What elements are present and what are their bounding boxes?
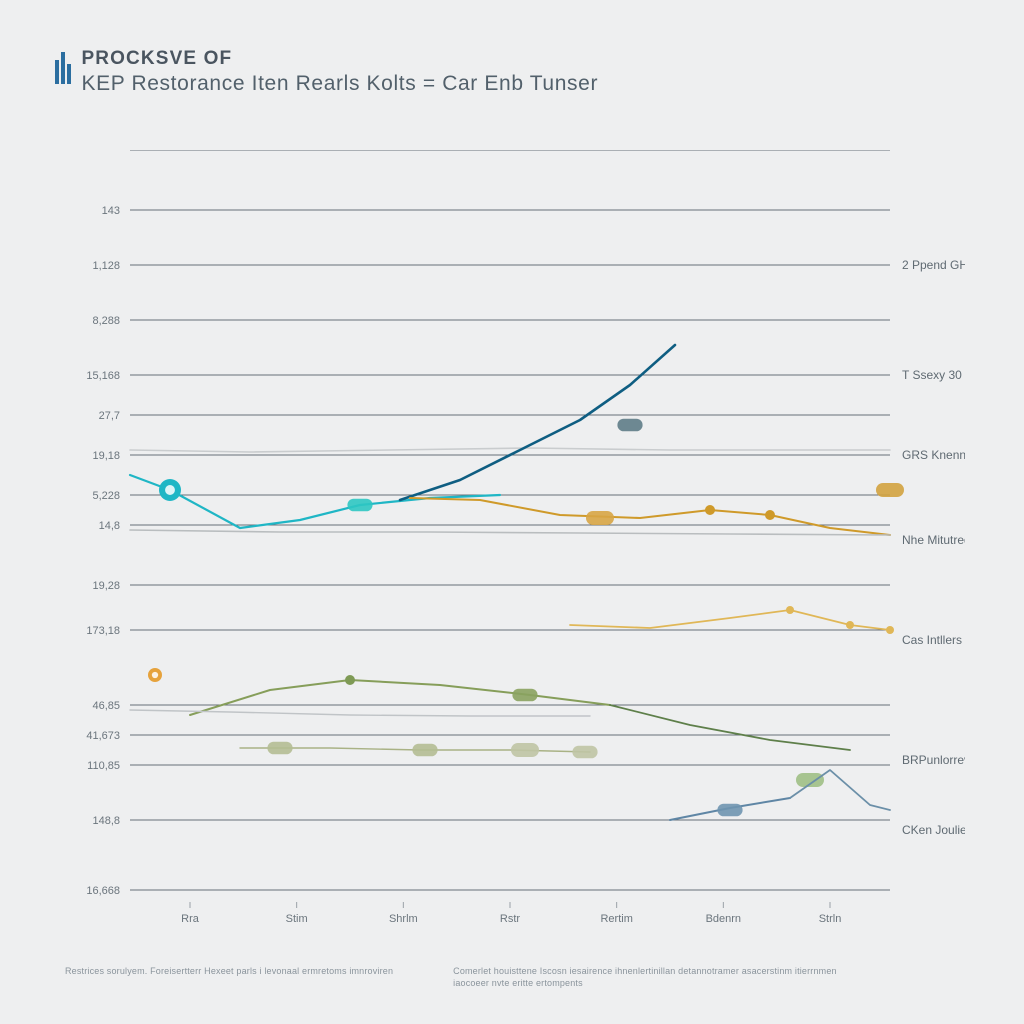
chart-title-block: PROCKSVE OF KEP Restorance Iten Rearls K… [55, 48, 598, 96]
series-line-mid-grey-band [130, 530, 890, 535]
marker-pill [586, 511, 614, 525]
series-line-light-grey-upper [130, 448, 890, 452]
x-tick-label: Rertim [600, 913, 632, 925]
marker-dot [765, 510, 775, 520]
y-tick-label: 16,668 [86, 885, 120, 897]
marker-pill [267, 742, 292, 755]
chart-title-line1: PROCKSVE OF [81, 48, 598, 70]
title-logo-icon [55, 50, 71, 89]
marker-pill [876, 483, 904, 497]
marker-pill [412, 744, 437, 757]
marker-dot [846, 621, 854, 629]
y-tick-label: 41,673 [86, 730, 120, 742]
y-tick-label: 14,8 [99, 520, 120, 532]
footnotes: Restrices sorulyem. Foreisertterr Hexeet… [65, 965, 965, 989]
line-chart: 143 1,128 8,288 15,168 27,7 19,18 5,228 14,8 19,… [60, 150, 965, 940]
y-tick-label: 19,18 [92, 450, 120, 462]
x-tick-label: Rra [181, 913, 200, 925]
marker-dot [886, 626, 894, 634]
series-line-olive-green [190, 680, 610, 715]
series-label: Cas Intllers [902, 633, 962, 647]
x-tick-label: Strln [819, 913, 842, 925]
series-line-gold-main [410, 498, 890, 535]
footnote-left: Restrices sorulyem. Foreisertterr Hexeet… [65, 965, 393, 989]
marker-pill [617, 419, 642, 432]
marker-pill [347, 499, 372, 512]
y-tick-label: 15,168 [86, 370, 120, 382]
y-tick-label: 8,288 [92, 315, 120, 327]
series-label: Nhe Mitutred [902, 533, 965, 547]
chart-title-line2: KEP Restorance Iten Rearls Kolts = Car E… [81, 72, 598, 96]
y-tick-label: 173,18 [86, 625, 120, 637]
y-tick-label: 1,128 [92, 260, 120, 272]
series-label: BRPunlorrevnron [902, 753, 965, 767]
x-tick-label: Bdenrn [706, 913, 741, 925]
marker-pill [572, 746, 597, 759]
series-line-gold-lower [570, 610, 890, 630]
marker-dot-inner [165, 485, 175, 495]
marker-dot [786, 606, 794, 614]
series-label: CKen Joulien Innern [902, 823, 965, 837]
series-label: GRS Knenna H1 [902, 448, 965, 462]
footnote-right: Comerlet houisttene Iscosn iesairence ih… [453, 965, 873, 989]
marker-pill [512, 689, 537, 702]
y-tick-label: 5,228 [92, 490, 120, 502]
x-tick-label: Shrlm [389, 913, 418, 925]
marker-pill [717, 804, 742, 817]
series-label: T Ssexy 30 G04 [902, 368, 965, 382]
y-tick-label: 19,28 [92, 580, 120, 592]
y-tick-label: 148,8 [92, 815, 120, 827]
y-tick-label: 27,7 [99, 410, 120, 422]
marker-dot-inner [152, 672, 158, 678]
series-label: 2 Ppend GH.2 [902, 258, 965, 272]
y-tick-label: 46,85 [92, 700, 120, 712]
marker-dot [705, 505, 715, 515]
y-tick-label: 110,85 [87, 760, 120, 772]
x-tick-label: Rstr [500, 913, 521, 925]
series-line-deep-green [610, 705, 850, 750]
marker-dot [345, 675, 355, 685]
marker-pill [511, 743, 539, 757]
series-line-teal-accent [130, 475, 500, 528]
x-tick-label: Stim [286, 913, 308, 925]
y-tick-label: 143 [102, 205, 120, 217]
page: PROCKSVE OF KEP Restorance Iten Rearls K… [0, 0, 1024, 1024]
